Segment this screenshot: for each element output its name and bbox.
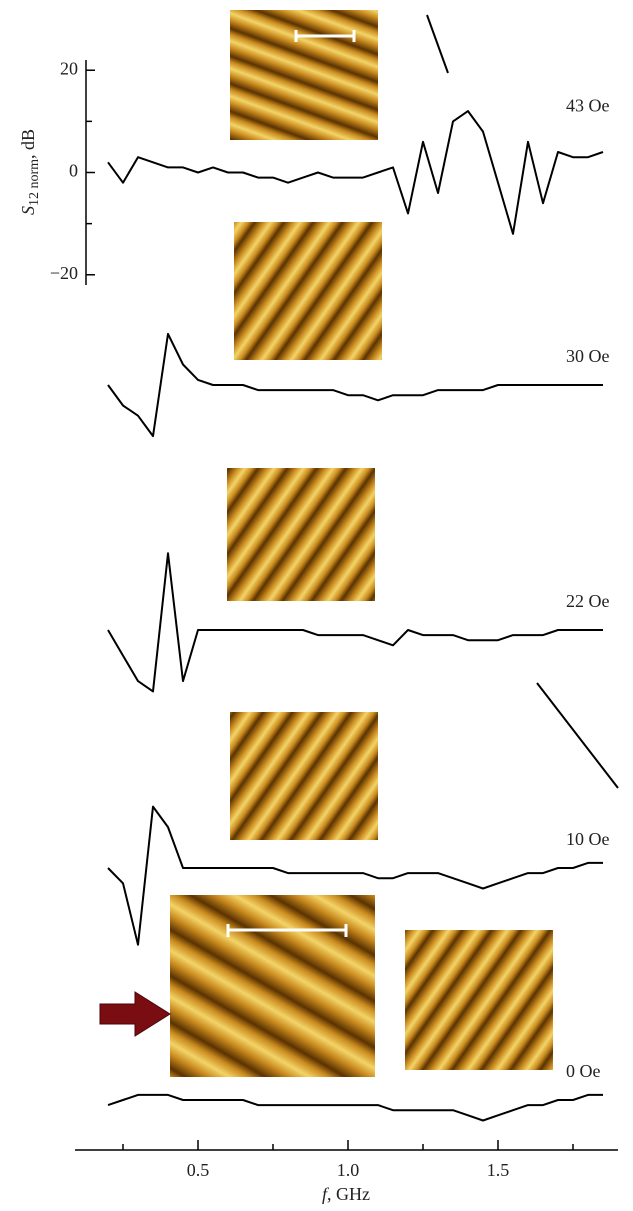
afm-image (405, 930, 553, 1070)
x-tick-label: 1.5 (487, 1160, 510, 1180)
series-label: 43 Oe (566, 96, 610, 116)
chart: S12 norm, dB f, GHz 0.5 1.0 1.5 20 0 −20 43 Oe… (0, 0, 633, 1211)
y-axis-label: S12 norm, dB (18, 129, 42, 215)
insets (100, 10, 618, 1077)
x-axis-label: f, GHz (322, 1184, 370, 1204)
series-label: 10 Oe (566, 829, 610, 849)
series-label: 22 Oe (566, 591, 610, 611)
afm-image (170, 895, 375, 1077)
field-direction (427, 15, 448, 73)
series-label: 30 Oe (566, 346, 610, 366)
y-tick-label: −20 (50, 263, 78, 283)
y-label-sub: 12 norm (27, 159, 42, 206)
y-tick-label: 20 (60, 58, 78, 78)
series-label: 0 Oe (566, 1061, 601, 1081)
afm-image (227, 468, 375, 601)
afm-image (234, 222, 382, 360)
afm-image (230, 10, 378, 140)
y-tick-label: 0 (69, 161, 78, 181)
field-direction (537, 683, 618, 788)
x-tick-label: 1.0 (337, 1160, 360, 1180)
trace (108, 1095, 603, 1121)
y-label-main: S (18, 206, 38, 215)
x-tick-label: 0.5 (187, 1160, 210, 1180)
y-label-unit: , dB (18, 129, 38, 159)
arrow (100, 992, 170, 1036)
x-label-unit: , GHz (327, 1184, 370, 1204)
afm-image (230, 712, 378, 840)
page: S12 norm, dB f, GHz 0.5 1.0 1.5 20 0 −20 43 Oe… (0, 0, 633, 1211)
